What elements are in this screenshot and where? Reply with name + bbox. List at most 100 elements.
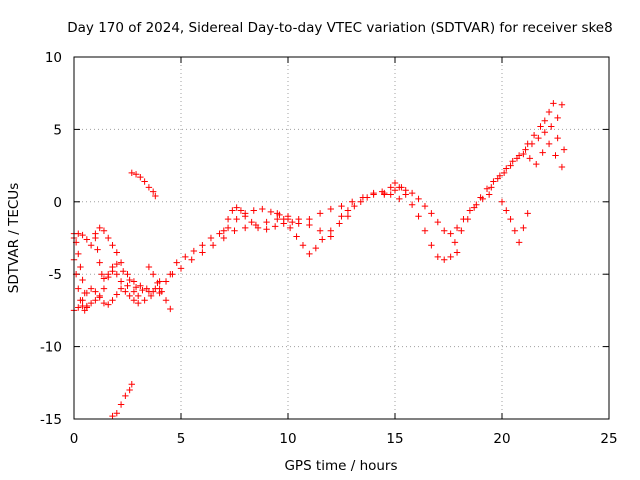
data-point [530,131,538,139]
data-point [558,163,566,171]
data-point [520,224,527,232]
series-arc-e [92,234,159,295]
data-point [554,134,561,142]
data-point [545,108,553,116]
data-point [477,194,484,201]
series-arc-t [524,100,561,148]
series-arc-s [498,198,531,246]
data-point [552,152,559,159]
data-point [466,207,474,214]
x-tick-label: 5 [177,431,186,447]
data-point [220,234,227,242]
data-point [336,220,343,227]
data-point [152,285,159,292]
data-point [387,184,394,191]
data-point [156,278,163,285]
data-point [233,204,240,211]
series-arc-p [402,187,493,237]
x-tick-label: 20 [493,431,510,447]
series-arc-n [338,188,403,220]
data-point [117,259,125,266]
data-point [522,146,529,153]
data-point [229,207,236,214]
data-point [130,297,138,304]
data-point [434,253,441,261]
data-point [77,263,84,271]
data-point [182,253,189,261]
data-point [271,223,279,230]
data-point [75,304,82,311]
data-point [149,271,157,278]
series-arc-u [558,101,566,108]
data-point [128,381,135,388]
data-point [415,213,422,220]
data-point [396,184,403,191]
data-point [79,231,86,239]
data-point [135,299,142,307]
data-point [122,392,129,400]
grid [74,57,609,419]
data-point [306,221,313,229]
data-point [113,260,120,268]
data-point [248,218,255,226]
data-point [515,239,523,246]
data-point [96,259,103,266]
series-arc-r [488,140,566,191]
data-point [100,275,108,282]
data-point [152,192,159,200]
data-point [120,268,127,275]
data-point [535,134,542,142]
data-point [263,218,270,226]
data-point [126,292,133,300]
data-point [100,227,108,234]
series-arc-o [381,179,461,263]
data-point [135,292,142,300]
data-point [470,204,478,211]
data-point [295,220,302,227]
data-point [190,247,198,255]
series-arc-k [220,204,296,234]
data-point [280,215,287,223]
data-point [132,171,140,178]
data-point [274,210,281,217]
data-point [507,215,514,223]
data-point [312,244,320,252]
data-point [100,285,108,292]
data-point [109,242,116,249]
data-point [81,289,88,297]
data-point [92,297,99,304]
data-point [173,259,180,266]
data-point [137,173,144,181]
data-point [237,207,245,214]
data-point [503,165,510,172]
data-point [96,294,103,301]
data-point [167,271,174,278]
data-point [526,155,534,162]
data-point [299,242,307,249]
data-point [162,297,170,304]
series-arc-f [128,169,159,200]
data-point [141,178,148,185]
data-point [274,215,281,223]
data-point [316,227,324,234]
data-point [139,286,146,294]
data-point [83,236,91,243]
data-point [117,285,125,292]
data-point [162,278,170,285]
data-point [242,213,249,220]
data-point [96,224,103,232]
series-arc-j [173,205,292,266]
data-point [554,114,561,122]
data-point [83,302,91,310]
data-point [145,263,153,271]
data-point [447,230,454,237]
data-point [167,305,174,313]
data-point [513,155,521,162]
data-point [548,123,555,130]
data-point [87,242,95,249]
data-point [145,184,153,191]
data-point [254,224,262,232]
data-point [209,242,217,249]
data-point [421,202,429,210]
